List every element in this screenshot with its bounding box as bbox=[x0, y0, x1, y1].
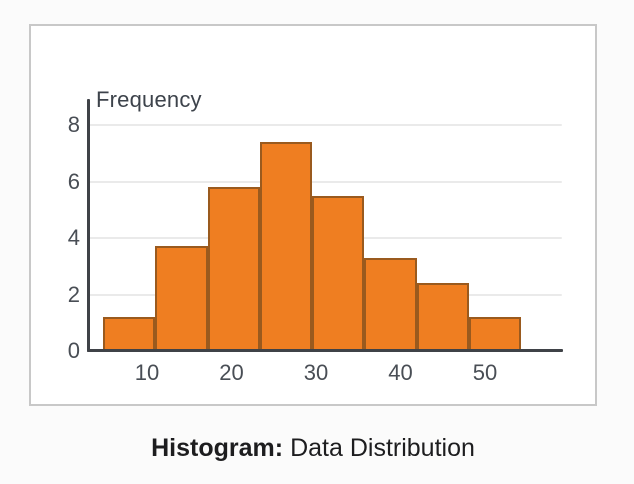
y-axis-title: Frequency bbox=[96, 87, 202, 112]
histogram-bar bbox=[416, 283, 469, 351]
y-tick-label: 6 bbox=[67, 168, 80, 194]
histogram-bar bbox=[468, 317, 521, 351]
y-tick-label: 8 bbox=[67, 112, 80, 137]
x-tick-label: 50 bbox=[472, 360, 498, 385]
gridline bbox=[89, 180, 562, 183]
y-tick-label: 0 bbox=[67, 338, 80, 363]
caption-text: Data Distribution bbox=[290, 434, 475, 462]
histogram-bar bbox=[103, 317, 156, 351]
x-tick-label: 40 bbox=[388, 360, 413, 385]
histogram-bar bbox=[312, 195, 365, 351]
x-tick-label: 30 bbox=[303, 360, 329, 385]
histogram-bar bbox=[259, 141, 312, 351]
x-axis-line bbox=[87, 349, 563, 352]
y-axis-line bbox=[87, 99, 90, 352]
x-tick-label: 10 bbox=[134, 360, 160, 385]
y-tick-label: 4 bbox=[67, 225, 80, 250]
y-tick-label: 2 bbox=[67, 281, 80, 307]
caption-prefix: Histogram: bbox=[151, 434, 284, 462]
gridline bbox=[89, 124, 562, 126]
x-tick-label: 20 bbox=[219, 360, 244, 385]
histogram-bar bbox=[364, 257, 417, 351]
histogram-bar bbox=[207, 187, 260, 351]
histogram-bar bbox=[155, 246, 208, 351]
chart-caption: Histogram: Data Distribution bbox=[29, 434, 597, 463]
